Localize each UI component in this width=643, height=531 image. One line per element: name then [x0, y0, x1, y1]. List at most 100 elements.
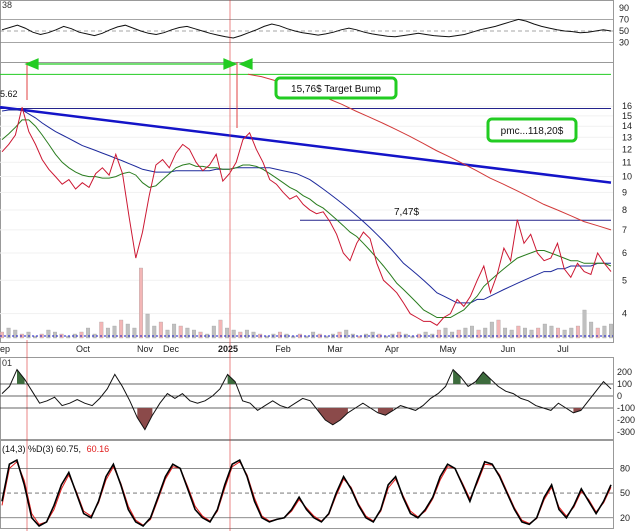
volume-bar — [370, 331, 375, 339]
pmc-box — [486, 117, 578, 143]
stoch-d-line — [1, 460, 612, 526]
volume-bar — [139, 267, 143, 339]
volume-bar — [556, 327, 560, 339]
volume-bar — [503, 327, 508, 339]
arrow-head-middle — [223, 58, 238, 70]
volume-bar — [198, 331, 203, 339]
volume-bar — [509, 329, 514, 339]
price-y-tick: 12 — [622, 144, 632, 154]
price-y-tick: 5 — [622, 275, 627, 285]
stoch-panel: 80 50 20 (14,3) %D(3) 60.75, 60.16 — [0, 444, 630, 528]
volume-bar — [311, 331, 316, 339]
volume-bar — [443, 327, 448, 339]
volume-bar — [46, 329, 51, 339]
volume-bar — [165, 329, 170, 339]
arrow-head-left — [24, 58, 39, 70]
volume-bar — [529, 329, 534, 339]
cci-line — [1, 368, 612, 431]
cci-positive-fill — [453, 369, 461, 384]
volume-bar — [33, 335, 38, 339]
target-bump-text: 15,76$ Target Bump — [291, 84, 381, 95]
volume-bar — [112, 325, 117, 339]
volume-bar — [192, 329, 196, 339]
price-y-tick: 14 — [622, 121, 632, 131]
volume-bar — [158, 321, 163, 339]
volume-bar — [522, 327, 527, 339]
volume-bar — [105, 327, 110, 339]
price-y-tick: 16 — [622, 101, 632, 111]
volume-bar — [211, 325, 216, 339]
volume-bar — [595, 327, 600, 339]
cci-y-tick: 0 — [617, 391, 622, 401]
volume-bar — [225, 327, 230, 339]
volume-bar — [562, 329, 567, 339]
price-y-tick: 11 — [622, 157, 631, 167]
pmc-annotation: pmc...118,20$ — [486, 117, 578, 143]
volume-bar — [582, 309, 587, 339]
volume-bar — [483, 327, 488, 339]
volume-bar — [79, 331, 84, 339]
target-bump-box — [274, 76, 398, 100]
price-x-tick: Apr — [385, 344, 399, 354]
rsi-y-tick: 50 — [619, 26, 629, 36]
cci-y-tick: -200 — [617, 415, 635, 425]
volume-bar — [264, 335, 269, 339]
cci-panel-frame — [0, 357, 614, 440]
volume-bar — [489, 321, 494, 339]
cci-negative-fill — [317, 408, 348, 425]
volume-bar — [251, 331, 256, 339]
price-y-tick: 9 — [622, 187, 627, 197]
volume-bar — [6, 327, 11, 339]
price-x-tick: 2025 — [218, 344, 238, 354]
rsi-y-tick: 70 — [619, 14, 629, 24]
volume-bar — [463, 327, 468, 339]
price-x-tick: Jun — [501, 344, 516, 354]
resistance-label: 7,47$ — [394, 207, 419, 218]
rsi-y-tick: 90 — [619, 3, 629, 13]
cci-negative-fill — [573, 408, 581, 413]
price-y-tick: 8 — [622, 205, 627, 215]
volume-bar — [516, 325, 521, 339]
rsi-y-tick: 30 — [619, 38, 629, 48]
cci-negative-fill — [137, 408, 153, 430]
price-y-tick: 10 — [622, 172, 632, 182]
volume-bar — [450, 331, 455, 339]
left-value-label: 5.62 — [0, 89, 18, 99]
volume-bar — [423, 331, 428, 339]
rsi-panel-frame — [0, 0, 614, 63]
rsi-line — [1, 18, 612, 39]
volume-bar — [152, 325, 157, 339]
cci-positive-fill — [475, 372, 491, 384]
volume-bar — [218, 319, 223, 339]
volume-bar — [476, 329, 481, 339]
cci-y-tick: 100 — [617, 379, 632, 389]
cci-y-tick: -300 — [617, 427, 635, 437]
price-y-tick: 13 — [622, 132, 632, 142]
stoch-label-prefix: (14,3) %D(3) 60.75, — [2, 444, 81, 454]
stoch-k-line — [1, 458, 612, 528]
volume-bar — [145, 313, 150, 339]
volume-bar — [536, 327, 541, 339]
descending-trendline — [0, 105, 612, 184]
x-tick-fragment: ep — [0, 344, 10, 354]
volume-bar — [575, 325, 580, 339]
volume-bar — [172, 323, 177, 339]
arrow-head-right — [238, 58, 253, 70]
stoch-panel-frame — [0, 440, 614, 529]
volume-bar — [119, 319, 124, 339]
volume-bar — [496, 319, 501, 339]
volume-bar — [589, 321, 594, 339]
cci-y-tick: -100 — [617, 403, 635, 413]
stoch-label: (14,3) %D(3) 60.75, 60.16 — [2, 444, 109, 454]
price-x-tick: Mar — [327, 344, 343, 354]
volume-bar — [344, 329, 349, 339]
panel-frames — [0, 0, 614, 529]
price-x-tick: Feb — [275, 344, 291, 354]
volume-bar — [53, 331, 57, 339]
volume-bar — [397, 331, 402, 339]
price-y-tick: 7 — [622, 225, 627, 235]
volume-bar — [125, 323, 130, 339]
cci-header-fragment: 01 — [2, 358, 12, 368]
volume-bar — [324, 335, 329, 339]
